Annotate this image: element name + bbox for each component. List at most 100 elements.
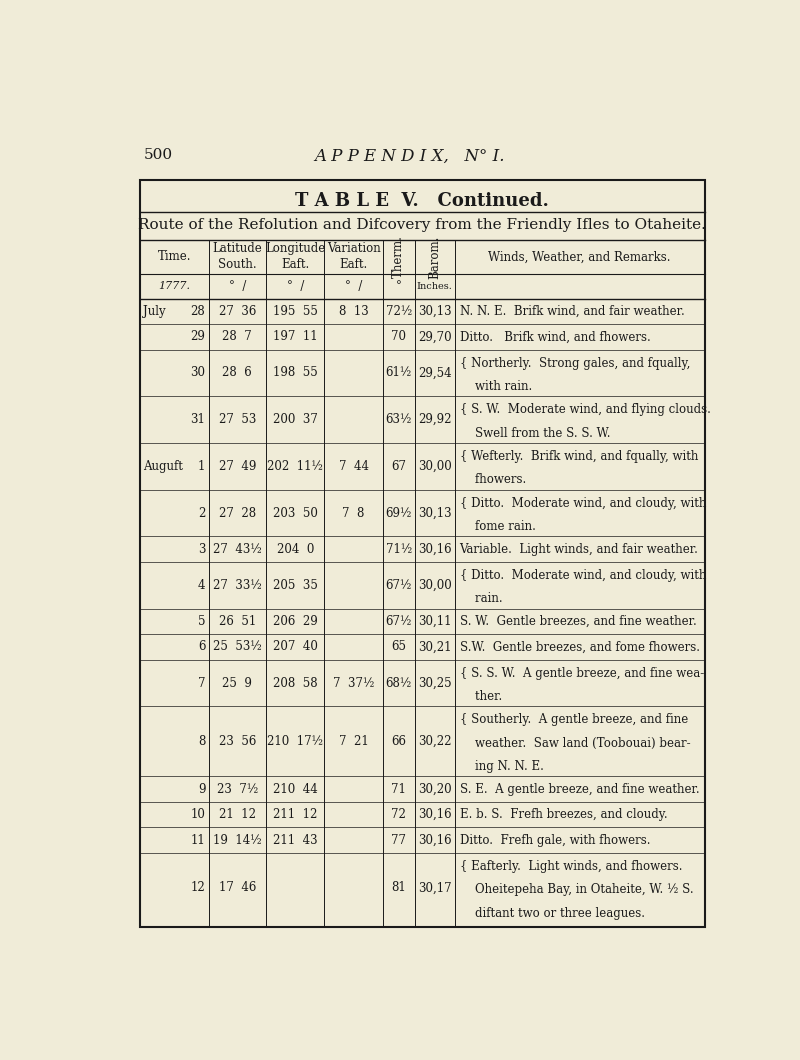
Text: 21  12: 21 12 — [219, 808, 256, 822]
Text: Variation
Eaft.: Variation Eaft. — [326, 243, 381, 271]
Text: 3: 3 — [198, 543, 206, 555]
Text: 1777.: 1777. — [158, 281, 190, 292]
Text: 7  44: 7 44 — [338, 460, 369, 473]
Text: 17  46: 17 46 — [218, 882, 256, 895]
Text: 30,25: 30,25 — [418, 676, 452, 689]
Text: 23  56: 23 56 — [218, 735, 256, 748]
Text: { Wefterly.  Brifk wind, and fqually, with: { Wefterly. Brifk wind, and fqually, wit… — [459, 450, 698, 463]
Text: 30,11: 30,11 — [418, 615, 451, 628]
Text: 27  49: 27 49 — [218, 460, 256, 473]
Text: 67½: 67½ — [386, 579, 412, 591]
Text: 29,70: 29,70 — [418, 331, 452, 343]
Text: 197  11: 197 11 — [273, 331, 318, 343]
Text: 7  37½: 7 37½ — [333, 676, 374, 689]
Text: fome rain.: fome rain. — [459, 520, 535, 533]
Text: 30,00: 30,00 — [418, 460, 452, 473]
Text: Auguft: Auguft — [143, 460, 183, 473]
Text: 27  36: 27 36 — [218, 305, 256, 318]
Text: 30,16: 30,16 — [418, 833, 452, 847]
Text: 71½: 71½ — [386, 543, 412, 555]
Text: 28: 28 — [190, 305, 206, 318]
Text: ther.: ther. — [459, 690, 502, 703]
Text: 30: 30 — [190, 367, 206, 379]
Text: 67½: 67½ — [386, 615, 412, 628]
Text: 29,54: 29,54 — [418, 367, 452, 379]
Text: 27  43½: 27 43½ — [213, 543, 262, 555]
Text: 67: 67 — [391, 460, 406, 473]
Text: S.W.  Gentle breezes, and fome fhowers.: S.W. Gentle breezes, and fome fhowers. — [459, 640, 699, 653]
Text: 28  7: 28 7 — [222, 331, 252, 343]
Text: 66: 66 — [391, 735, 406, 748]
Text: 11: 11 — [190, 833, 206, 847]
Text: 29,92: 29,92 — [418, 413, 451, 426]
Text: 8: 8 — [198, 735, 206, 748]
Text: Ditto.   Brifk wind, and fhowers.: Ditto. Brifk wind, and fhowers. — [459, 331, 650, 343]
Text: 30,16: 30,16 — [418, 808, 452, 822]
Text: 30,16: 30,16 — [418, 543, 452, 555]
Text: 200  37: 200 37 — [273, 413, 318, 426]
Text: 205  35: 205 35 — [273, 579, 318, 591]
Text: rain.: rain. — [459, 593, 502, 605]
Text: 8  13: 8 13 — [338, 305, 369, 318]
Text: 63½: 63½ — [386, 413, 412, 426]
Text: 81: 81 — [391, 882, 406, 895]
Text: 210  44: 210 44 — [273, 782, 318, 796]
Text: fhowers.: fhowers. — [459, 474, 526, 487]
Text: 30,13: 30,13 — [418, 507, 452, 519]
Text: 1: 1 — [198, 460, 206, 473]
Text: °  /: ° / — [229, 280, 246, 293]
Text: 210  17½: 210 17½ — [267, 735, 323, 748]
Text: 30,22: 30,22 — [418, 735, 451, 748]
Text: 198  55: 198 55 — [273, 367, 318, 379]
Text: 5: 5 — [198, 615, 206, 628]
Text: Winds, Weather, and Remarks.: Winds, Weather, and Remarks. — [488, 250, 671, 264]
Text: 25  53½: 25 53½ — [213, 640, 262, 653]
Text: 204  0: 204 0 — [277, 543, 314, 555]
Text: T A B L E  V.   Continued.: T A B L E V. Continued. — [295, 193, 550, 211]
Text: Oheitepeha Bay, in Otaheite, W. ½ S.: Oheitepeha Bay, in Otaheite, W. ½ S. — [459, 883, 694, 897]
Text: July: July — [143, 305, 166, 318]
Text: 7  21: 7 21 — [338, 735, 369, 748]
Text: Variable.  Light winds, and fair weather.: Variable. Light winds, and fair weather. — [459, 543, 698, 555]
Text: 70: 70 — [391, 331, 406, 343]
Text: weather.  Saw land (Toobouai) bear-: weather. Saw land (Toobouai) bear- — [459, 737, 690, 749]
Text: { S. S. W.  A gentle breeze, and fine wea-: { S. S. W. A gentle breeze, and fine wea… — [459, 667, 704, 679]
Text: 29: 29 — [190, 331, 206, 343]
Text: Barom.: Barom. — [428, 235, 442, 279]
Text: 72: 72 — [391, 808, 406, 822]
Text: 72½: 72½ — [386, 305, 412, 318]
Text: 31: 31 — [190, 413, 206, 426]
Text: 61½: 61½ — [386, 367, 412, 379]
Text: Therm.: Therm. — [392, 235, 406, 279]
Text: 27  53: 27 53 — [218, 413, 256, 426]
Text: S. W.  Gentle breezes, and fine weather.: S. W. Gentle breezes, and fine weather. — [459, 615, 696, 628]
Text: 7: 7 — [198, 676, 206, 689]
Text: 203  50: 203 50 — [273, 507, 318, 519]
Text: 30,13: 30,13 — [418, 305, 452, 318]
Text: 12: 12 — [190, 882, 206, 895]
Text: °  /: ° / — [286, 280, 304, 293]
Text: 206  29: 206 29 — [273, 615, 318, 628]
Text: 23  7½: 23 7½ — [217, 782, 258, 796]
Text: Time.: Time. — [158, 250, 191, 264]
Text: 30,20: 30,20 — [418, 782, 452, 796]
Text: Ditto.  Frefh gale, with fhowers.: Ditto. Frefh gale, with fhowers. — [459, 833, 650, 847]
Text: 211  43: 211 43 — [273, 833, 318, 847]
Text: 77: 77 — [391, 833, 406, 847]
Text: 2: 2 — [198, 507, 206, 519]
Text: 10: 10 — [190, 808, 206, 822]
Text: 4: 4 — [198, 579, 206, 591]
Text: 68½: 68½ — [386, 676, 412, 689]
Text: Route of the Refolution and Difcovery from the Friendly Ifles to Otaheite.: Route of the Refolution and Difcovery fr… — [138, 217, 706, 232]
Text: diftant two or three leagues.: diftant two or three leagues. — [459, 906, 645, 920]
Text: N. N. E.  Brifk wind, and fair weather.: N. N. E. Brifk wind, and fair weather. — [459, 305, 684, 318]
Text: with rain.: with rain. — [459, 379, 532, 393]
Text: 30,21: 30,21 — [418, 640, 451, 653]
Text: E. b. S.  Frefh breezes, and cloudy.: E. b. S. Frefh breezes, and cloudy. — [459, 808, 667, 822]
Text: 28  6: 28 6 — [222, 367, 252, 379]
Text: 208  58: 208 58 — [273, 676, 318, 689]
Text: 27  33½: 27 33½ — [213, 579, 262, 591]
Text: 6: 6 — [198, 640, 206, 653]
Text: Longitude
Eaft.: Longitude Eaft. — [265, 243, 326, 271]
Text: 65: 65 — [391, 640, 406, 653]
